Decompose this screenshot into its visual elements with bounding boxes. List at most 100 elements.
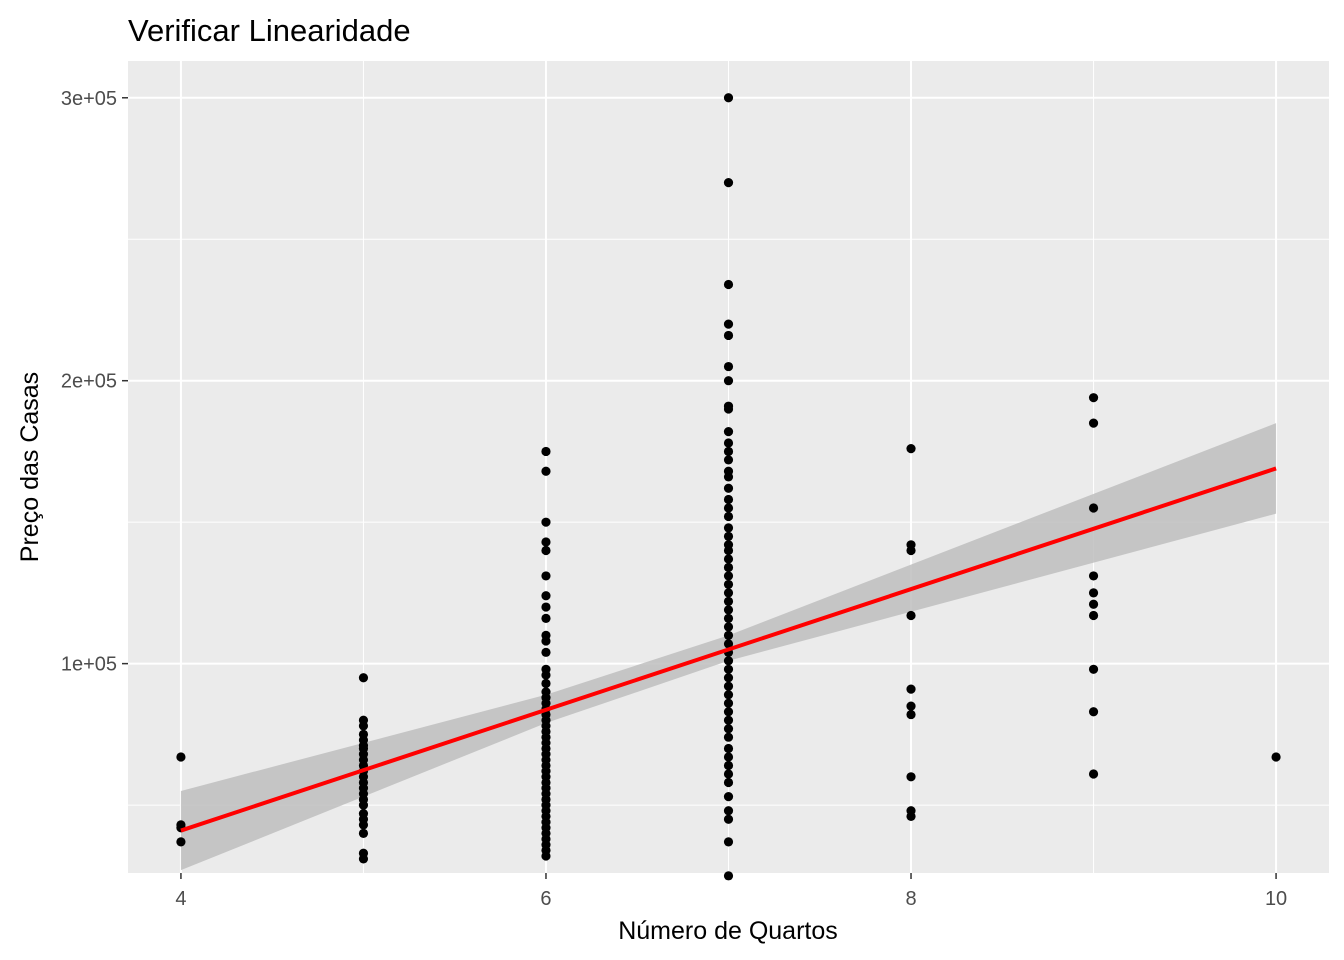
data-point <box>723 769 734 779</box>
data-point <box>906 709 916 720</box>
x-tick-label: 6 <box>540 888 551 910</box>
fit-line-layer <box>180 466 1277 833</box>
data-point <box>723 760 734 771</box>
y-tick-label: 3e+05 <box>61 88 117 110</box>
data-point <box>723 871 734 881</box>
data-point <box>723 752 734 762</box>
data-point <box>906 545 916 556</box>
data-point <box>723 404 734 414</box>
data-point <box>723 613 734 623</box>
data-point <box>723 732 734 742</box>
data-point <box>358 673 369 683</box>
data-point <box>1088 588 1099 598</box>
data-point <box>541 537 551 547</box>
data-point <box>541 678 551 689</box>
data-point <box>723 427 734 437</box>
data-point <box>723 483 734 493</box>
data-point <box>1088 503 1099 513</box>
x-tick-label: 4 <box>175 888 186 910</box>
data-point <box>723 622 734 632</box>
data-point <box>176 752 186 762</box>
data-point <box>723 571 734 581</box>
data-point <box>723 806 734 816</box>
data-point <box>723 319 734 329</box>
data-point <box>541 602 551 612</box>
data-point <box>723 605 734 615</box>
data-point <box>541 851 551 861</box>
data-point <box>723 579 734 590</box>
x-tick-label: 8 <box>905 888 916 910</box>
data-point <box>541 446 551 457</box>
data-point <box>723 664 734 674</box>
data-point <box>723 93 734 103</box>
data-point <box>541 670 551 680</box>
data-point <box>723 639 734 649</box>
data-point <box>358 854 369 864</box>
data-point <box>358 721 369 731</box>
data-point <box>723 630 734 640</box>
data-point <box>723 596 734 606</box>
data-point <box>1088 418 1099 428</box>
data-point <box>541 613 551 623</box>
data-point <box>723 837 734 847</box>
data-point <box>358 828 369 838</box>
chart-title: Verificar Linearidade <box>128 13 411 48</box>
data-point <box>1088 393 1099 403</box>
y-axis-title: Preço das Casas <box>16 372 44 562</box>
data-point <box>723 279 734 290</box>
data-point <box>723 503 734 513</box>
data-point <box>541 466 551 476</box>
data-point <box>723 724 734 734</box>
data-point <box>723 656 734 666</box>
data-point <box>723 446 734 457</box>
y-tick-label: 2e+05 <box>61 371 117 393</box>
data-point <box>541 517 551 527</box>
data-point <box>541 545 551 556</box>
data-point <box>723 588 734 598</box>
data-point <box>906 444 916 454</box>
data-point <box>1088 571 1099 581</box>
regression-line <box>180 466 1277 833</box>
data-point <box>723 681 734 691</box>
data-point <box>541 647 551 657</box>
data-point <box>1088 610 1099 621</box>
data-point <box>723 562 734 573</box>
data-point <box>906 701 916 711</box>
data-point <box>176 837 186 847</box>
data-point <box>723 814 734 824</box>
data-point <box>723 438 734 448</box>
data-points <box>176 93 1281 881</box>
data-point <box>723 545 734 556</box>
data-point <box>723 472 734 482</box>
data-point <box>723 743 734 754</box>
data-point <box>723 715 734 725</box>
data-point <box>723 777 734 788</box>
data-point <box>723 511 734 522</box>
data-point <box>1088 664 1099 674</box>
data-point <box>723 361 734 372</box>
data-point <box>723 531 734 541</box>
data-point <box>723 523 734 533</box>
data-point <box>723 330 734 341</box>
data-point <box>723 455 734 465</box>
data-point <box>1088 599 1099 609</box>
data-point <box>1088 769 1099 779</box>
x-axis: 4 6 8 10 <box>175 873 1287 910</box>
y-tick-label: 1e+05 <box>61 654 117 676</box>
data-point <box>541 591 551 601</box>
data-point <box>358 800 369 810</box>
y-axis: 1e+05 2e+05 3e+05 <box>61 88 128 676</box>
data-point <box>723 792 734 802</box>
data-point <box>906 811 916 822</box>
data-point <box>906 772 916 782</box>
data-point <box>723 494 734 505</box>
data-point <box>541 571 551 581</box>
data-point <box>723 178 734 188</box>
data-point <box>723 698 734 708</box>
data-point <box>1088 707 1099 717</box>
x-axis-title: Número de Quartos <box>618 917 838 945</box>
data-point <box>541 636 551 646</box>
data-point <box>1271 752 1281 762</box>
data-point <box>906 610 916 621</box>
